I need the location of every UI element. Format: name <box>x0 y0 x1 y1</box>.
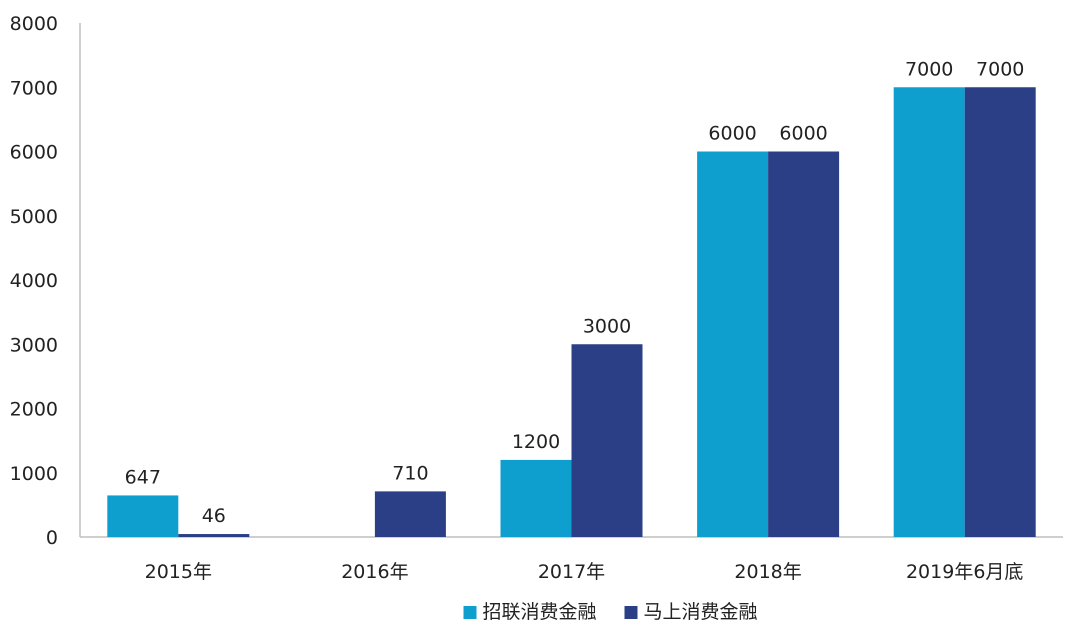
y-tick-label: 0 <box>46 527 58 549</box>
y-tick-label: 8000 <box>10 13 58 35</box>
y-tick-label: 7000 <box>10 77 58 99</box>
data-label-series-2-0: 46 <box>202 505 226 527</box>
legend-label-series-1: 招联消费金融 <box>483 601 597 623</box>
y-tick-label: 1000 <box>10 463 58 485</box>
x-tick-label: 2019年6月底 <box>906 561 1023 583</box>
bars <box>107 87 1036 537</box>
y-tick-label: 5000 <box>10 206 58 228</box>
bar-series-1-2 <box>500 459 572 537</box>
y-tick-label: 4000 <box>10 270 58 292</box>
x-tick-label: 2016年 <box>341 561 408 583</box>
data-label-series-1-2: 1200 <box>512 431 560 453</box>
data-label-series-2-4: 7000 <box>976 58 1024 80</box>
bar-series-1-0 <box>107 495 179 537</box>
bar-series-2-4 <box>964 87 1036 537</box>
bar-series-2-1 <box>374 491 446 537</box>
legend-swatch-series-1 <box>463 606 477 619</box>
bar-series-1-3 <box>697 151 769 537</box>
data-label-series-1-0: 647 <box>125 466 161 488</box>
bar-series-2-0 <box>178 534 250 537</box>
legend-label-series-2: 马上消费金融 <box>644 601 758 623</box>
bar-series-1-4 <box>893 87 965 537</box>
bar-series-2-2 <box>571 344 643 537</box>
x-tick-label: 2018年 <box>734 561 801 583</box>
legend-swatch-series-2 <box>624 606 638 619</box>
data-label-series-2-2: 3000 <box>583 315 631 337</box>
legend: 招联消费金融 马上消费金融 <box>463 601 758 623</box>
data-label-series-2-1: 710 <box>392 462 428 484</box>
y-tick-label: 6000 <box>10 142 58 164</box>
x-axis-labels: 2015年 2016年 2017年 2018年 2019年6月底 <box>145 561 1024 583</box>
y-tick-label: 2000 <box>10 399 58 421</box>
y-tick-label: 3000 <box>10 334 58 356</box>
data-label-series-1-3: 6000 <box>708 123 756 145</box>
data-label-series-2-3: 6000 <box>779 123 827 145</box>
bar-series-2-3 <box>768 151 840 537</box>
x-tick-label: 2017年 <box>538 561 605 583</box>
y-axis-ticks: 0 1000 2000 3000 4000 5000 6000 7000 8000 <box>10 13 58 549</box>
x-tick-label: 2015年 <box>145 561 212 583</box>
data-labels: 647 46 710 1200 3000 6000 6000 7000 7000 <box>125 58 1025 527</box>
data-label-series-1-4: 7000 <box>905 58 953 80</box>
